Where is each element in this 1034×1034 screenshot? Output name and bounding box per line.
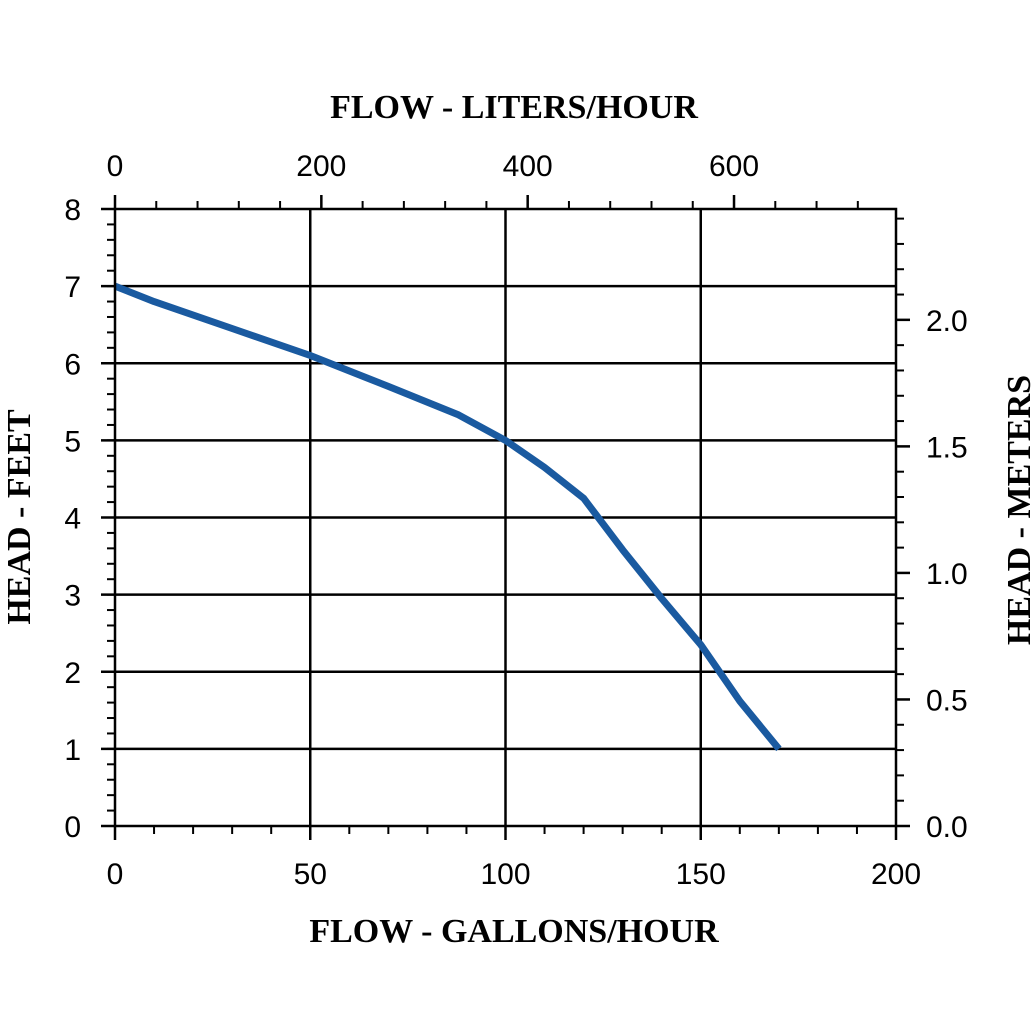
x2-tick-label: 0 [107,150,124,183]
grid [115,209,896,826]
x-axis-title: FLOW - GALLONS/HOUR [309,913,719,950]
y-tick-label: 6 [64,348,81,381]
minor-ticks [101,195,910,840]
x2-tick-label: 400 [503,150,553,183]
series-line [113,282,782,752]
y-axis-title: HEAD - FEET [1,409,38,625]
y-tick-label: 2 [64,657,81,690]
x2-tick-label: 200 [296,150,346,183]
plot-frame [113,207,898,828]
x-tick-label: 200 [871,858,921,891]
y-tick-label: 1 [64,734,81,767]
x-tick-label: 0 [107,858,124,891]
x-tick-label: 50 [294,858,327,891]
y2-tick-label: 1.5 [926,431,968,464]
y-tick-label: 4 [64,503,81,536]
x-tick-label: 150 [676,858,726,891]
y2-axis-title: HEAD - METERS [1001,375,1034,645]
y2-tick-label: 1.0 [926,558,968,591]
series [113,282,782,752]
y2-tick-label: 0.0 [926,811,968,844]
y-tick-label: 5 [64,425,81,458]
y-tick-label: 0 [64,811,81,844]
y-tick-label: 8 [64,194,81,227]
y2-tick-label: 0.5 [926,684,968,717]
x2-axis-title: FLOW - LITERS/HOUR [330,89,698,126]
x-tick-label: 100 [480,858,530,891]
y-tick-label: 7 [64,271,81,304]
x2-tick-label: 600 [709,150,759,183]
y-tick-label: 3 [64,580,81,613]
y2-tick-label: 2.0 [926,305,968,338]
